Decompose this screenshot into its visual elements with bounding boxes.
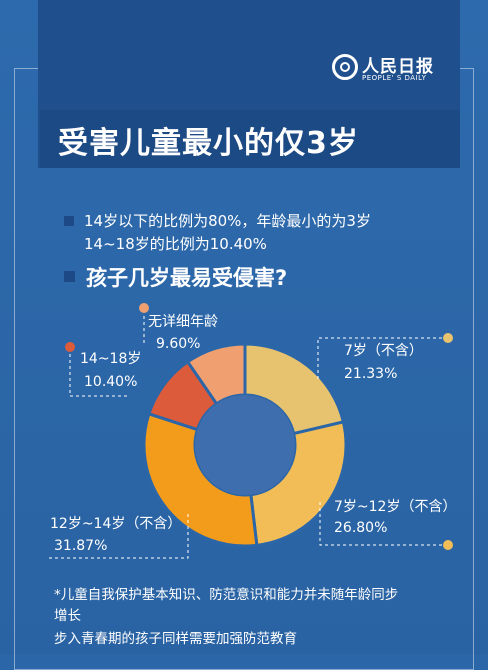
footnote-line-3: 步入青春期的孩子同样需要加强防范教育	[54, 631, 297, 647]
footnote-line-1: *儿童自我保护基本知识、防范意识和能力并未随年龄同步	[54, 587, 399, 603]
label-cat-2: 12岁~14岁（不含）	[50, 516, 182, 532]
marker-dot-2	[443, 333, 453, 343]
bullet-icon	[64, 216, 74, 226]
brand-sub: PEOPLE' S DAILY	[362, 74, 427, 82]
at-icon	[332, 54, 358, 80]
label-cat-4: 无详细年龄	[148, 314, 218, 330]
chart-question: 孩子几岁最易受侵害?	[86, 266, 288, 290]
donut-slice-1	[249, 420, 348, 547]
leader-line-2	[317, 337, 448, 380]
label-cat-1: 7岁~12岁（不含）	[334, 499, 457, 515]
title-box	[40, 110, 460, 168]
info-line-1: 14岁以下的比例为80%，年龄最小的为3岁	[84, 212, 371, 230]
leader-line-3	[319, 500, 448, 546]
label-cat-0: 7岁（不含）	[344, 343, 423, 359]
brand-logo: 人民日报 PEOPLE' S DAILY	[332, 52, 442, 86]
marker-dot-0	[139, 303, 149, 313]
label-cat-3: 14~18岁	[80, 351, 142, 367]
leader-line-1	[69, 348, 130, 397]
donut-center	[195, 395, 295, 495]
leader-line-4	[46, 514, 189, 559]
footnote-line-2: 增长	[54, 608, 81, 624]
label-val-2: 31.87%	[54, 538, 108, 554]
label-val-1: 26.80%	[334, 520, 388, 536]
donut-chart	[46, 303, 453, 559]
label-val-0: 21.33%	[344, 366, 398, 382]
brand-name: 人民日报	[362, 57, 434, 77]
info-line-2: 14~18岁的比例为10.40%	[84, 235, 267, 253]
marker-dot-1	[65, 342, 75, 352]
label-val-3: 10.40%	[84, 374, 138, 390]
bullet-icon	[64, 271, 75, 282]
page-title: 受害儿童最小的仅3岁	[58, 126, 359, 161]
marker-dot-3	[443, 540, 453, 550]
label-val-4: 9.60%	[156, 336, 201, 352]
